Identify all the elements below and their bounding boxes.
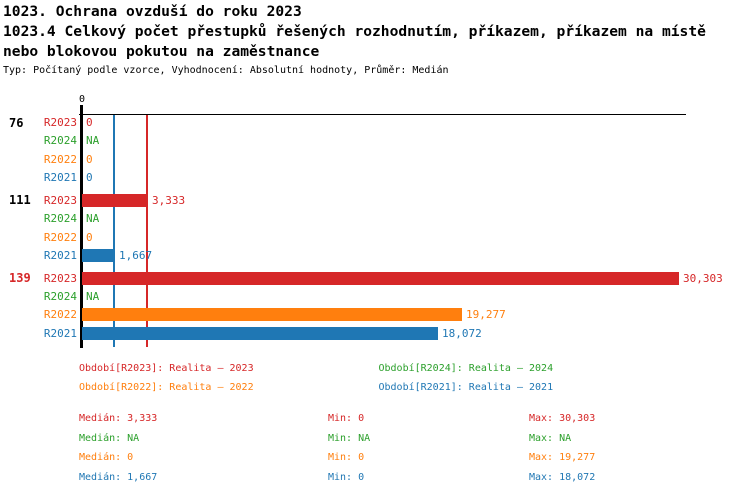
bar-r2022-group-139 (82, 308, 462, 322)
bar-value-r2021-group-76: 0 (86, 171, 93, 185)
bar-value-r2021-group-111: 1,667 (119, 249, 153, 262)
y-axis-spine (79, 105, 83, 348)
bar-value-r2024-group-139: NA (86, 290, 100, 303)
legend-item-r2021: Období[R2021]: Realita – 2021 (378, 381, 554, 393)
stat-max-r2021: Max: 18,072 (529, 471, 596, 483)
stat-max-r2023: Max: 30,303 (529, 413, 596, 424)
x-axis-zero-tick-label: 0 (78, 94, 86, 105)
bar-value-r2022-group-111: 0 (86, 230, 93, 244)
median-line-r2021 (113, 115, 115, 347)
stat-min-r2024: Min: NA (328, 432, 371, 444)
median-line-r2023 (146, 115, 148, 347)
row-label-r2024-group-111: R2024 (43, 212, 77, 226)
x-axis-line (79, 113, 686, 115)
group-label-111: 111 (9, 193, 31, 208)
bar-r2021-group-139 (82, 326, 438, 340)
row-label-r2021-group-76: R2021 (43, 171, 77, 185)
bar-value-r2022-group-139: 19,277 (466, 308, 506, 322)
row-label-r2022-group-111: R2022 (43, 230, 77, 244)
report-subtitle-line1: 1023.4 Celkový počet přestupků řešených … (3, 23, 706, 40)
row-label-r2021-group-111: R2021 (43, 249, 77, 262)
report-subtitle-line2: nebo blokovou pokutou na zaměstnance (3, 43, 320, 60)
row-label-r2021-group-139: R2021 (43, 326, 77, 340)
stat-min-r2021: Min: 0 (328, 471, 365, 483)
bar-value-r2023-group-139: 30,303 (683, 271, 723, 285)
bar-r2023-group-139 (82, 271, 679, 285)
bar-value-r2021-group-139: 18,072 (442, 326, 482, 340)
report-title: 1023. Ochrana ovzduší do roku 2023 (3, 3, 302, 20)
bar-r2021-group-111 (82, 249, 115, 262)
row-label-r2022-group-76: R2022 (43, 152, 77, 166)
stat-min-r2023: Min: 0 (328, 413, 365, 424)
stat-median-r2023: Medián: 3,333 (79, 413, 158, 424)
legend-item-r2024: Období[R2024]: Realita – 2024 (378, 362, 554, 374)
bar-value-r2024-group-111: NA (86, 212, 100, 226)
row-label-r2024-group-76: R2024 (43, 134, 77, 148)
bar-r2023-group-111 (82, 193, 148, 207)
row-label-r2022-group-139: R2022 (43, 308, 77, 322)
legend-item-r2022: Období[R2022]: Realita – 2022 (79, 381, 254, 393)
group-label-139: 139 (9, 271, 31, 286)
stat-median-r2021: Medián: 1,667 (79, 471, 158, 483)
bar-value-r2024-group-76: NA (86, 134, 100, 148)
bar-value-r2022-group-76: 0 (86, 152, 93, 166)
group-label-76: 76 (9, 115, 24, 130)
bar-value-r2023-group-111: 3,333 (152, 193, 186, 207)
bar-value-r2023-group-76: 0 (86, 116, 93, 129)
stat-max-r2022: Max: 19,277 (529, 452, 596, 463)
stat-median-r2024: Medián: NA (79, 432, 140, 444)
row-label-r2023-group-139: R2023 (43, 271, 77, 285)
stat-min-r2022: Min: 0 (328, 452, 365, 463)
row-label-r2023-group-76: R2023 (43, 116, 77, 129)
stat-median-r2022: Medián: 0 (79, 452, 134, 463)
legend-item-r2023: Období[R2023]: Realita – 2023 (79, 362, 254, 374)
row-label-r2023-group-111: R2023 (43, 193, 77, 207)
row-label-r2024-group-139: R2024 (43, 290, 77, 303)
stat-max-r2024: Max: NA (529, 432, 572, 444)
report-meta-line: Typ: Počítaný podle vzorce, Vyhodnocení:… (3, 65, 449, 76)
